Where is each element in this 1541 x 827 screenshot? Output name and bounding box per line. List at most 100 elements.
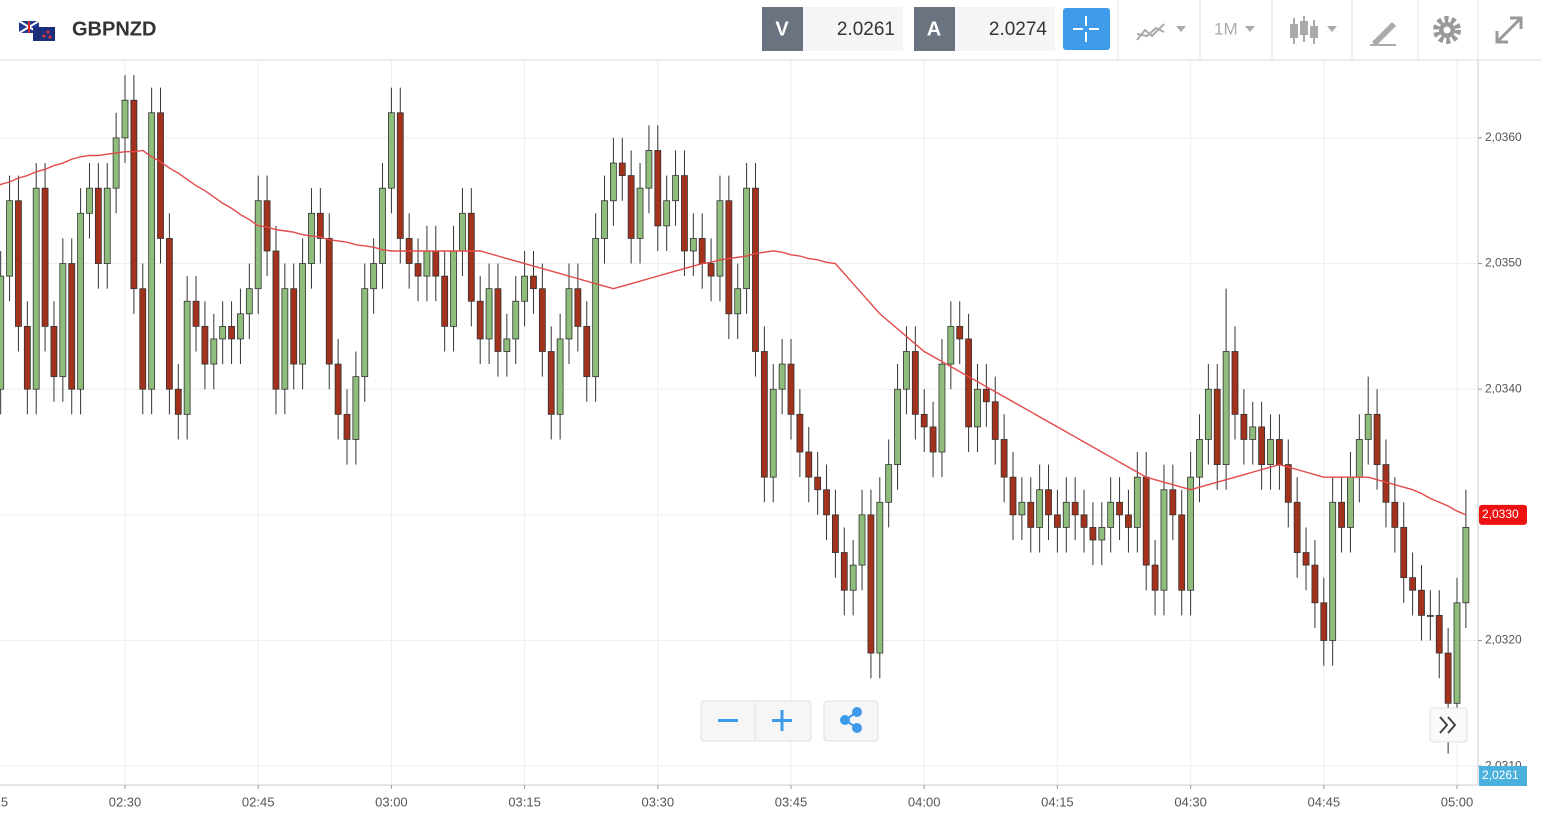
candle-body (734, 288, 742, 315)
x-tick-label: 03:00 (375, 794, 408, 809)
candle-body (743, 187, 750, 290)
candle-body (1045, 489, 1052, 516)
bid-box[interactable] (803, 7, 903, 51)
candle-body (1329, 501, 1337, 641)
x-tick-label: 02:30 (109, 794, 142, 809)
candle-body (814, 476, 822, 491)
x-tick-label: 02:45 (242, 794, 275, 809)
candle-body (894, 388, 901, 465)
candle-body (1062, 501, 1070, 528)
candle-body (1107, 501, 1115, 528)
timeframe[interactable]: 1M (1214, 19, 1238, 38)
fullscreen-button[interactable] (1495, 16, 1523, 44)
candle-body (681, 175, 688, 252)
candle-body (299, 263, 307, 365)
candle-body (1293, 501, 1301, 553)
ma-last-label: 2,0330 (1482, 507, 1519, 521)
candle-body (618, 162, 626, 176)
toolbar-separators (1117, 0, 1479, 60)
candle-body (41, 187, 49, 327)
candle-body (219, 325, 227, 340)
axes: 2,03102,03202,03302,03402,03502,036002:1… (0, 130, 1527, 809)
moving-average-line (0, 149, 1467, 516)
candle-body (583, 325, 591, 378)
crosshair-button[interactable] (1063, 8, 1110, 50)
candle-body (148, 112, 156, 390)
candle-body (183, 300, 191, 415)
candle-body (832, 514, 839, 553)
candle-body (752, 187, 759, 352)
candle-body (938, 363, 946, 453)
candle-body (86, 187, 93, 214)
candle-body (290, 288, 298, 365)
candle-body (1355, 439, 1363, 478)
candle-body (343, 413, 351, 440)
x-tick-label: 04:15 (1041, 794, 1074, 809)
candle-body (1116, 501, 1123, 516)
x-tick-label: 02:15 (0, 794, 8, 809)
indicator-button[interactable] (1136, 23, 1186, 41)
candle-body (1302, 552, 1310, 566)
candle-body (760, 351, 768, 478)
candle-body (1240, 413, 1248, 440)
candle-body (1098, 527, 1106, 541)
candle-body (903, 351, 910, 390)
candle-body (787, 363, 795, 415)
chart-type-button[interactable] (1290, 16, 1337, 44)
candle-body (352, 376, 360, 440)
ask-box[interactable] (955, 7, 1055, 51)
candle-body (237, 313, 244, 340)
share-button[interactable] (840, 707, 862, 733)
candle-body (1160, 489, 1168, 591)
candle-body (1169, 489, 1177, 516)
candle-body (627, 175, 635, 239)
candle-body (1222, 351, 1230, 465)
ask-tag-box (914, 7, 955, 51)
candle-body (441, 275, 449, 327)
candle-body (1284, 464, 1292, 503)
candle-body (1027, 501, 1035, 528)
candle-body (1435, 614, 1443, 654)
candle-body (592, 238, 600, 378)
y-tick-label: 2,0360 (1485, 130, 1522, 144)
candle-body (494, 288, 502, 352)
settings-button[interactable] (1433, 16, 1461, 44)
y-tick-label: 2,0350 (1485, 256, 1522, 270)
candle-body (432, 250, 440, 277)
candle-body (201, 325, 209, 365)
candle-body (334, 363, 342, 415)
x-tick-label: 03:30 (642, 794, 675, 809)
zoom-in-button[interactable] (772, 710, 792, 731)
candle-body (716, 200, 724, 277)
candle-body (1187, 476, 1194, 591)
zoom-out-button[interactable] (718, 719, 738, 722)
candle-body (1204, 388, 1212, 440)
candle-body (245, 288, 253, 315)
plot-area (0, 75, 1470, 754)
candle-body (316, 212, 324, 239)
candle-body (379, 187, 386, 264)
x-tick-label: 03:15 (508, 794, 541, 809)
candle-body (23, 325, 31, 390)
y-tick-label: 2,0320 (1485, 633, 1522, 647)
candle-body (485, 288, 493, 340)
candle-body (6, 200, 13, 277)
candle-body (565, 288, 573, 340)
candle-body (192, 300, 200, 327)
candle-body (1267, 439, 1274, 465)
x-tick-label: 04:45 (1308, 794, 1341, 809)
candle-body (840, 552, 848, 591)
candle-body (707, 263, 715, 277)
candle-body (308, 212, 315, 264)
scroll-to-end-button[interactable] (1429, 707, 1468, 743)
candle-body (974, 388, 981, 428)
candle-body (281, 288, 289, 390)
candle-body (370, 263, 378, 290)
candle-body (263, 200, 271, 252)
candle-body (1373, 413, 1381, 465)
drawing-button[interactable] (1370, 22, 1396, 46)
price-label: 2,0261 (1482, 768, 1519, 782)
candle-body (1311, 564, 1319, 604)
candle-body (920, 413, 928, 428)
